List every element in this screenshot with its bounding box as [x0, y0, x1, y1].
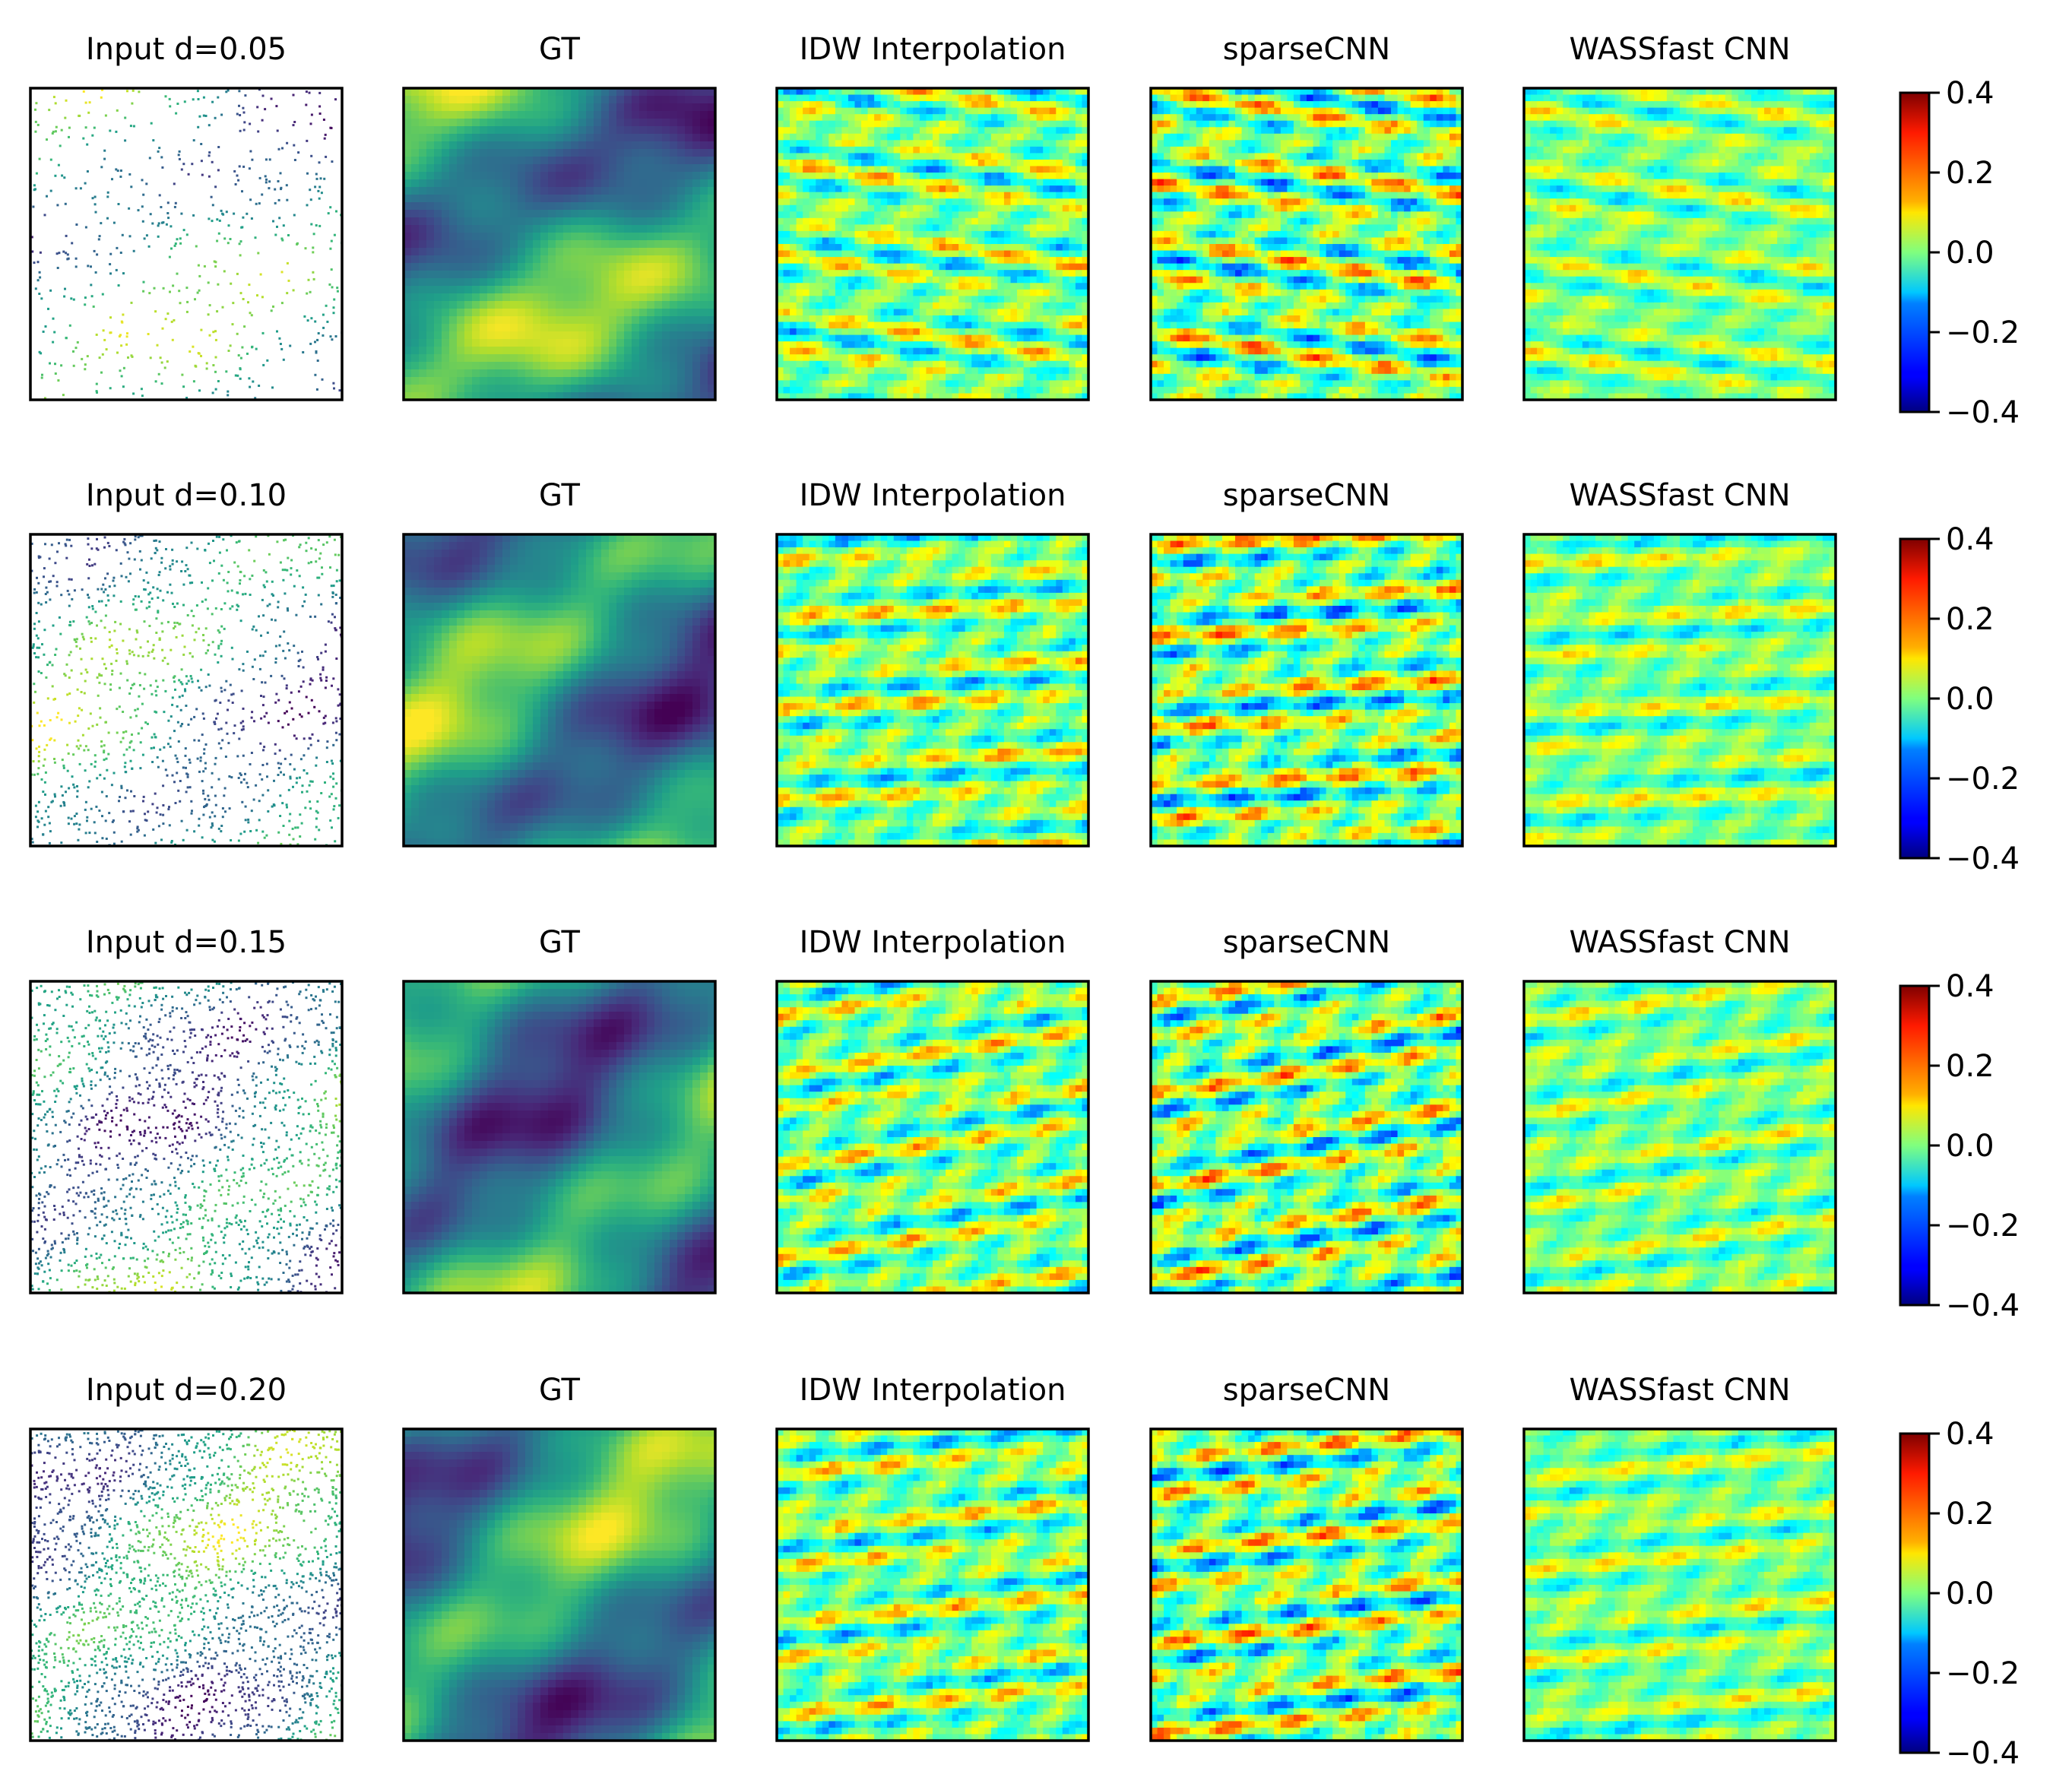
- panel-frame: [1522, 980, 1837, 1294]
- panel-frame: [29, 533, 344, 848]
- panel-title-idw-interpolation: IDW Interpolation: [800, 925, 1066, 960]
- panel-frame: [402, 533, 717, 848]
- panel-title-gt: GT: [539, 925, 581, 960]
- colorbar-tick-label: −0.2: [1946, 762, 2020, 797]
- panel-frame: [29, 1427, 344, 1742]
- panel-frame: [1522, 1427, 1837, 1742]
- panel-image-sparsecnn-row-3: [1151, 981, 1462, 1293]
- panel-title-input-d-0-15: Input d=0.15: [86, 925, 287, 960]
- panel-title-idw-interpolation: IDW Interpolation: [800, 478, 1066, 513]
- colorbar-tick-label: 0.0: [1946, 1576, 1994, 1611]
- colorbar-tick-label: 0.4: [1946, 522, 1994, 557]
- panel-title-gt: GT: [539, 478, 581, 513]
- colorbar-tick-label: 0.2: [1946, 602, 1994, 637]
- panel-image-wassfast-cnn-row-2: [1524, 534, 1836, 846]
- panel-frame: [29, 87, 344, 401]
- panel-frame: [775, 1427, 1090, 1742]
- colorbar-tick-label: 0.0: [1946, 682, 1994, 717]
- panel-title-sparsecnn: sparseCNN: [1223, 1373, 1390, 1408]
- panel-image-wassfast-cnn-row-4: [1524, 1429, 1836, 1741]
- panel-title-wassfast-cnn: WASSfast CNN: [1569, 1373, 1790, 1408]
- colorbar-row-2: [1899, 537, 1931, 860]
- panel-image-gt-row-4: [404, 1429, 715, 1741]
- colorbar-tick-label: 0.2: [1946, 1497, 1994, 1532]
- panel-frame: [402, 87, 717, 401]
- panel-frame: [29, 980, 344, 1294]
- colorbar-row-3: [1899, 984, 1931, 1307]
- panel-title-idw-interpolation: IDW Interpolation: [800, 1373, 1066, 1408]
- colorbar-tick-label: −0.4: [1946, 841, 2020, 876]
- panel-frame: [402, 980, 717, 1294]
- panel-title-idw-interpolation: IDW Interpolation: [800, 32, 1066, 67]
- panel-image-sparsecnn-row-2: [1151, 534, 1462, 846]
- colorbar-tick-label: 0.4: [1946, 969, 1994, 1004]
- colorbar-tick-label: 0.2: [1946, 1049, 1994, 1084]
- panel-frame: [1149, 1427, 1464, 1742]
- colorbar-tick-label: −0.2: [1946, 1209, 2020, 1244]
- panel-image-idw-interpolation-row-1: [777, 88, 1088, 400]
- panel-frame: [775, 87, 1090, 401]
- panel-title-gt: GT: [539, 1373, 581, 1408]
- panel-title-wassfast-cnn: WASSfast CNN: [1569, 925, 1790, 960]
- panel-frame: [1149, 533, 1464, 848]
- panel-image-sparsecnn-row-4: [1151, 1429, 1462, 1741]
- colorbar-tick-label: 0.4: [1946, 1417, 1994, 1452]
- panel-image-input-d-0-20-row-4: [30, 1429, 342, 1741]
- panel-title-sparsecnn: sparseCNN: [1223, 925, 1390, 960]
- panel-frame: [1149, 87, 1464, 401]
- colorbar-tick-label: 0.0: [1946, 1129, 1994, 1164]
- panel-frame: [775, 980, 1090, 1294]
- panel-image-wassfast-cnn-row-1: [1524, 88, 1836, 400]
- panel-image-idw-interpolation-row-3: [777, 981, 1088, 1293]
- colorbar-tick-label: 0.0: [1946, 236, 1994, 271]
- panel-image-gt-row-1: [404, 88, 715, 400]
- colorbar-tick-label: −0.4: [1946, 1736, 2020, 1771]
- panel-image-gt-row-2: [404, 534, 715, 846]
- panel-image-idw-interpolation-row-4: [777, 1429, 1088, 1741]
- colorbar-row-1: [1899, 91, 1931, 413]
- panel-frame: [1522, 87, 1837, 401]
- panel-image-sparsecnn-row-1: [1151, 88, 1462, 400]
- panel-image-gt-row-3: [404, 981, 715, 1293]
- panel-title-input-d-0-20: Input d=0.20: [86, 1373, 287, 1408]
- panel-title-gt: GT: [539, 32, 581, 67]
- panel-frame: [1149, 980, 1464, 1294]
- panel-title-sparsecnn: sparseCNN: [1223, 478, 1390, 513]
- panel-image-idw-interpolation-row-2: [777, 534, 1088, 846]
- panel-image-input-d-0-10-row-2: [30, 534, 342, 846]
- colorbar-row-4: [1899, 1432, 1931, 1754]
- panel-image-wassfast-cnn-row-3: [1524, 981, 1836, 1293]
- panel-title-wassfast-cnn: WASSfast CNN: [1569, 32, 1790, 67]
- colorbar-tick-label: 0.2: [1946, 156, 1994, 191]
- colorbar-tick-label: −0.2: [1946, 1656, 2020, 1691]
- panel-title-wassfast-cnn: WASSfast CNN: [1569, 478, 1790, 513]
- panel-title-input-d-0-10: Input d=0.10: [86, 478, 287, 513]
- panel-frame: [775, 533, 1090, 848]
- panel-image-input-d-0-05-row-1: [30, 88, 342, 400]
- colorbar-tick-label: −0.4: [1946, 1288, 2020, 1323]
- panel-title-input-d-0-05: Input d=0.05: [86, 32, 287, 67]
- colorbar-tick-label: −0.4: [1946, 395, 2020, 430]
- colorbar-tick-label: −0.2: [1946, 315, 2020, 350]
- colorbar-tick-label: 0.4: [1946, 76, 1994, 111]
- panel-image-input-d-0-15-row-3: [30, 981, 342, 1293]
- panel-title-sparsecnn: sparseCNN: [1223, 32, 1390, 67]
- panel-frame: [1522, 533, 1837, 848]
- panel-frame: [402, 1427, 717, 1742]
